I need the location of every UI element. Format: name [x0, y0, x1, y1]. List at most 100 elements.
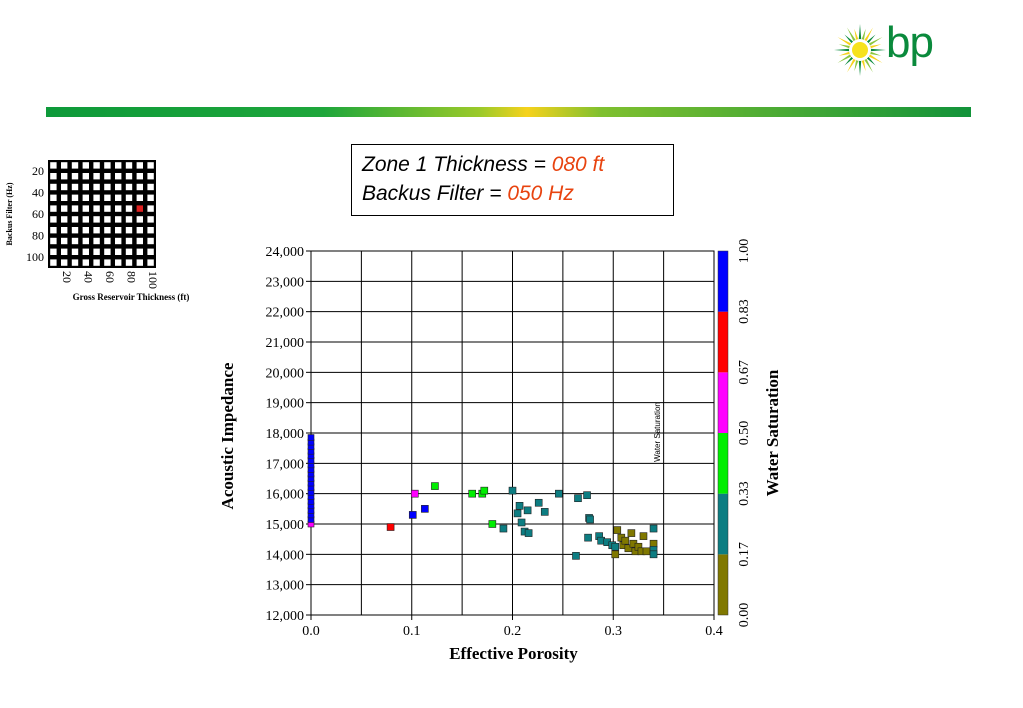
selector-cell [125, 237, 133, 245]
selector-x-tick: 80 [125, 271, 139, 283]
selector-y-tick: 60 [32, 207, 44, 221]
selector-cell [61, 227, 68, 234]
data-point [555, 489, 563, 498]
data-point [586, 515, 594, 524]
thickness-value: 080 ft [551, 153, 605, 176]
selector-cell [115, 183, 122, 191]
selector-cell [61, 237, 68, 245]
selector-cell [147, 173, 154, 180]
helios-icon [834, 24, 886, 76]
selector-cell [82, 259, 89, 266]
selector-cell [125, 259, 133, 266]
selector-cell [136, 162, 143, 169]
selector-cell [115, 259, 122, 266]
helios-ray [847, 57, 857, 73]
data-point [421, 505, 429, 513]
data-point [480, 486, 489, 495]
colorbar-tick-label: 0.33 [737, 481, 752, 506]
bp-logo: bp [832, 18, 962, 80]
selector-cell [147, 205, 154, 212]
selector-cell [136, 227, 143, 234]
selector-cell [82, 173, 89, 180]
backus-label: Backus Filter = [362, 182, 508, 205]
data-point [639, 532, 648, 540]
title-line-backus: Backus Filter = 050 Hz [362, 179, 673, 208]
selector-cell [61, 216, 68, 223]
selector-cell [61, 205, 68, 212]
helios-ray [861, 28, 866, 41]
data-point [386, 523, 395, 531]
selector-cell [93, 216, 100, 223]
data-point [613, 526, 622, 534]
selector-cell [104, 227, 111, 234]
selector-cell [93, 227, 100, 234]
selector-cell [93, 183, 100, 191]
data-point [499, 524, 508, 533]
colorbar-tick-label: 0.83 [737, 299, 752, 324]
selector-cell [71, 194, 79, 201]
selector-cell [61, 194, 68, 201]
selector-cell [147, 259, 154, 266]
data-point [642, 547, 651, 556]
helios-ray [863, 27, 873, 43]
selector-cell [71, 183, 79, 191]
y-tick-label: 16,000 [266, 488, 305, 503]
data-point [410, 489, 419, 498]
selector-cell [147, 216, 154, 223]
selector-cell [61, 173, 68, 180]
y-tick-label: 18,000 [266, 427, 305, 442]
y-tick-label: 23,000 [266, 275, 305, 290]
colorbar-segment [718, 493, 728, 555]
selector-y-tick: 40 [32, 185, 44, 199]
selector-y-tick: 100 [26, 250, 44, 264]
selector-cell [115, 237, 122, 245]
helios-ray [869, 48, 886, 52]
y-tick-label: 13,000 [266, 579, 305, 594]
data-point [307, 434, 315, 441]
helios-ray [838, 44, 851, 49]
selector-cell-selected [136, 205, 143, 212]
selector-cell [61, 183, 68, 191]
selector-cell [125, 194, 133, 201]
selector-cell [104, 162, 111, 169]
selector-cell [61, 248, 68, 255]
selector-cell [125, 248, 133, 255]
selector-cell [50, 173, 57, 180]
helios-ray [866, 56, 876, 66]
selector-cell [136, 183, 143, 191]
selector-cell [104, 194, 111, 201]
selector-cell [125, 173, 133, 180]
selector-cell [115, 216, 122, 223]
helios-ray [837, 37, 853, 47]
colorbar-segment [718, 372, 728, 433]
data-point [583, 491, 591, 499]
selector-cell [50, 237, 57, 245]
selector-cell [136, 237, 143, 245]
selector-cell [125, 183, 133, 191]
x-tick-label: 0.1 [403, 624, 421, 639]
selector-cell [147, 194, 154, 201]
selector-cell [93, 205, 100, 212]
data-point [488, 520, 497, 528]
selector-cell [61, 162, 68, 169]
selector-cell [50, 259, 57, 266]
data-point [431, 482, 439, 490]
colorbar-segment [718, 311, 728, 373]
selector-x-tick: 100 [146, 271, 160, 289]
selector-cell [147, 248, 154, 255]
selector-cell [50, 216, 57, 223]
colorbar-segment [718, 554, 728, 615]
selector-cell [104, 173, 111, 180]
selector-y-tick: 20 [32, 164, 44, 178]
title-line-thickness: Zone 1 Thickness = 080 ft [362, 150, 673, 179]
selector-cell [136, 173, 143, 180]
selector-cell [104, 259, 111, 266]
y-tick-label: 21,000 [266, 336, 305, 351]
selector-cell [93, 248, 100, 255]
data-point [584, 533, 592, 542]
selector-x-tick: 20 [60, 271, 74, 283]
selector-cell [147, 183, 154, 191]
selector-cell [125, 205, 133, 212]
data-point [540, 508, 549, 516]
selector-cell [136, 259, 143, 266]
